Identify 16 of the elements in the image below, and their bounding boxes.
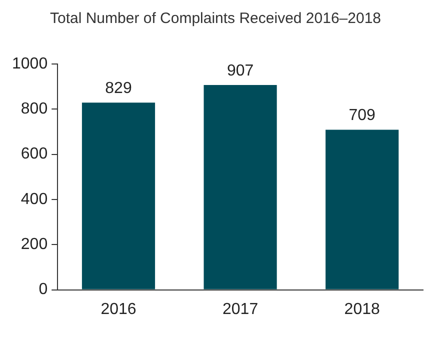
y-tick-label: 1000 [12, 55, 48, 72]
y-tick-label: 0 [38, 281, 48, 298]
bar [82, 102, 156, 290]
y-tick-label: 800 [20, 100, 48, 118]
data-label: 907 [226, 62, 254, 80]
y-tick-label: 200 [20, 236, 48, 254]
x-tick-label: 2018 [344, 300, 380, 318]
x-tick-label: 2016 [100, 300, 136, 318]
chart-title: Total Number of Complaints Received 2016–2018 [50, 10, 382, 28]
x-tick-label: 2017 [222, 300, 258, 318]
bar [326, 130, 399, 290]
bar [204, 85, 277, 290]
y-tick-label: 400 [20, 190, 48, 208]
data-label: 709 [348, 107, 376, 124]
data-label: 829 [105, 80, 132, 98]
y-tick-label: 600 [20, 146, 48, 163]
